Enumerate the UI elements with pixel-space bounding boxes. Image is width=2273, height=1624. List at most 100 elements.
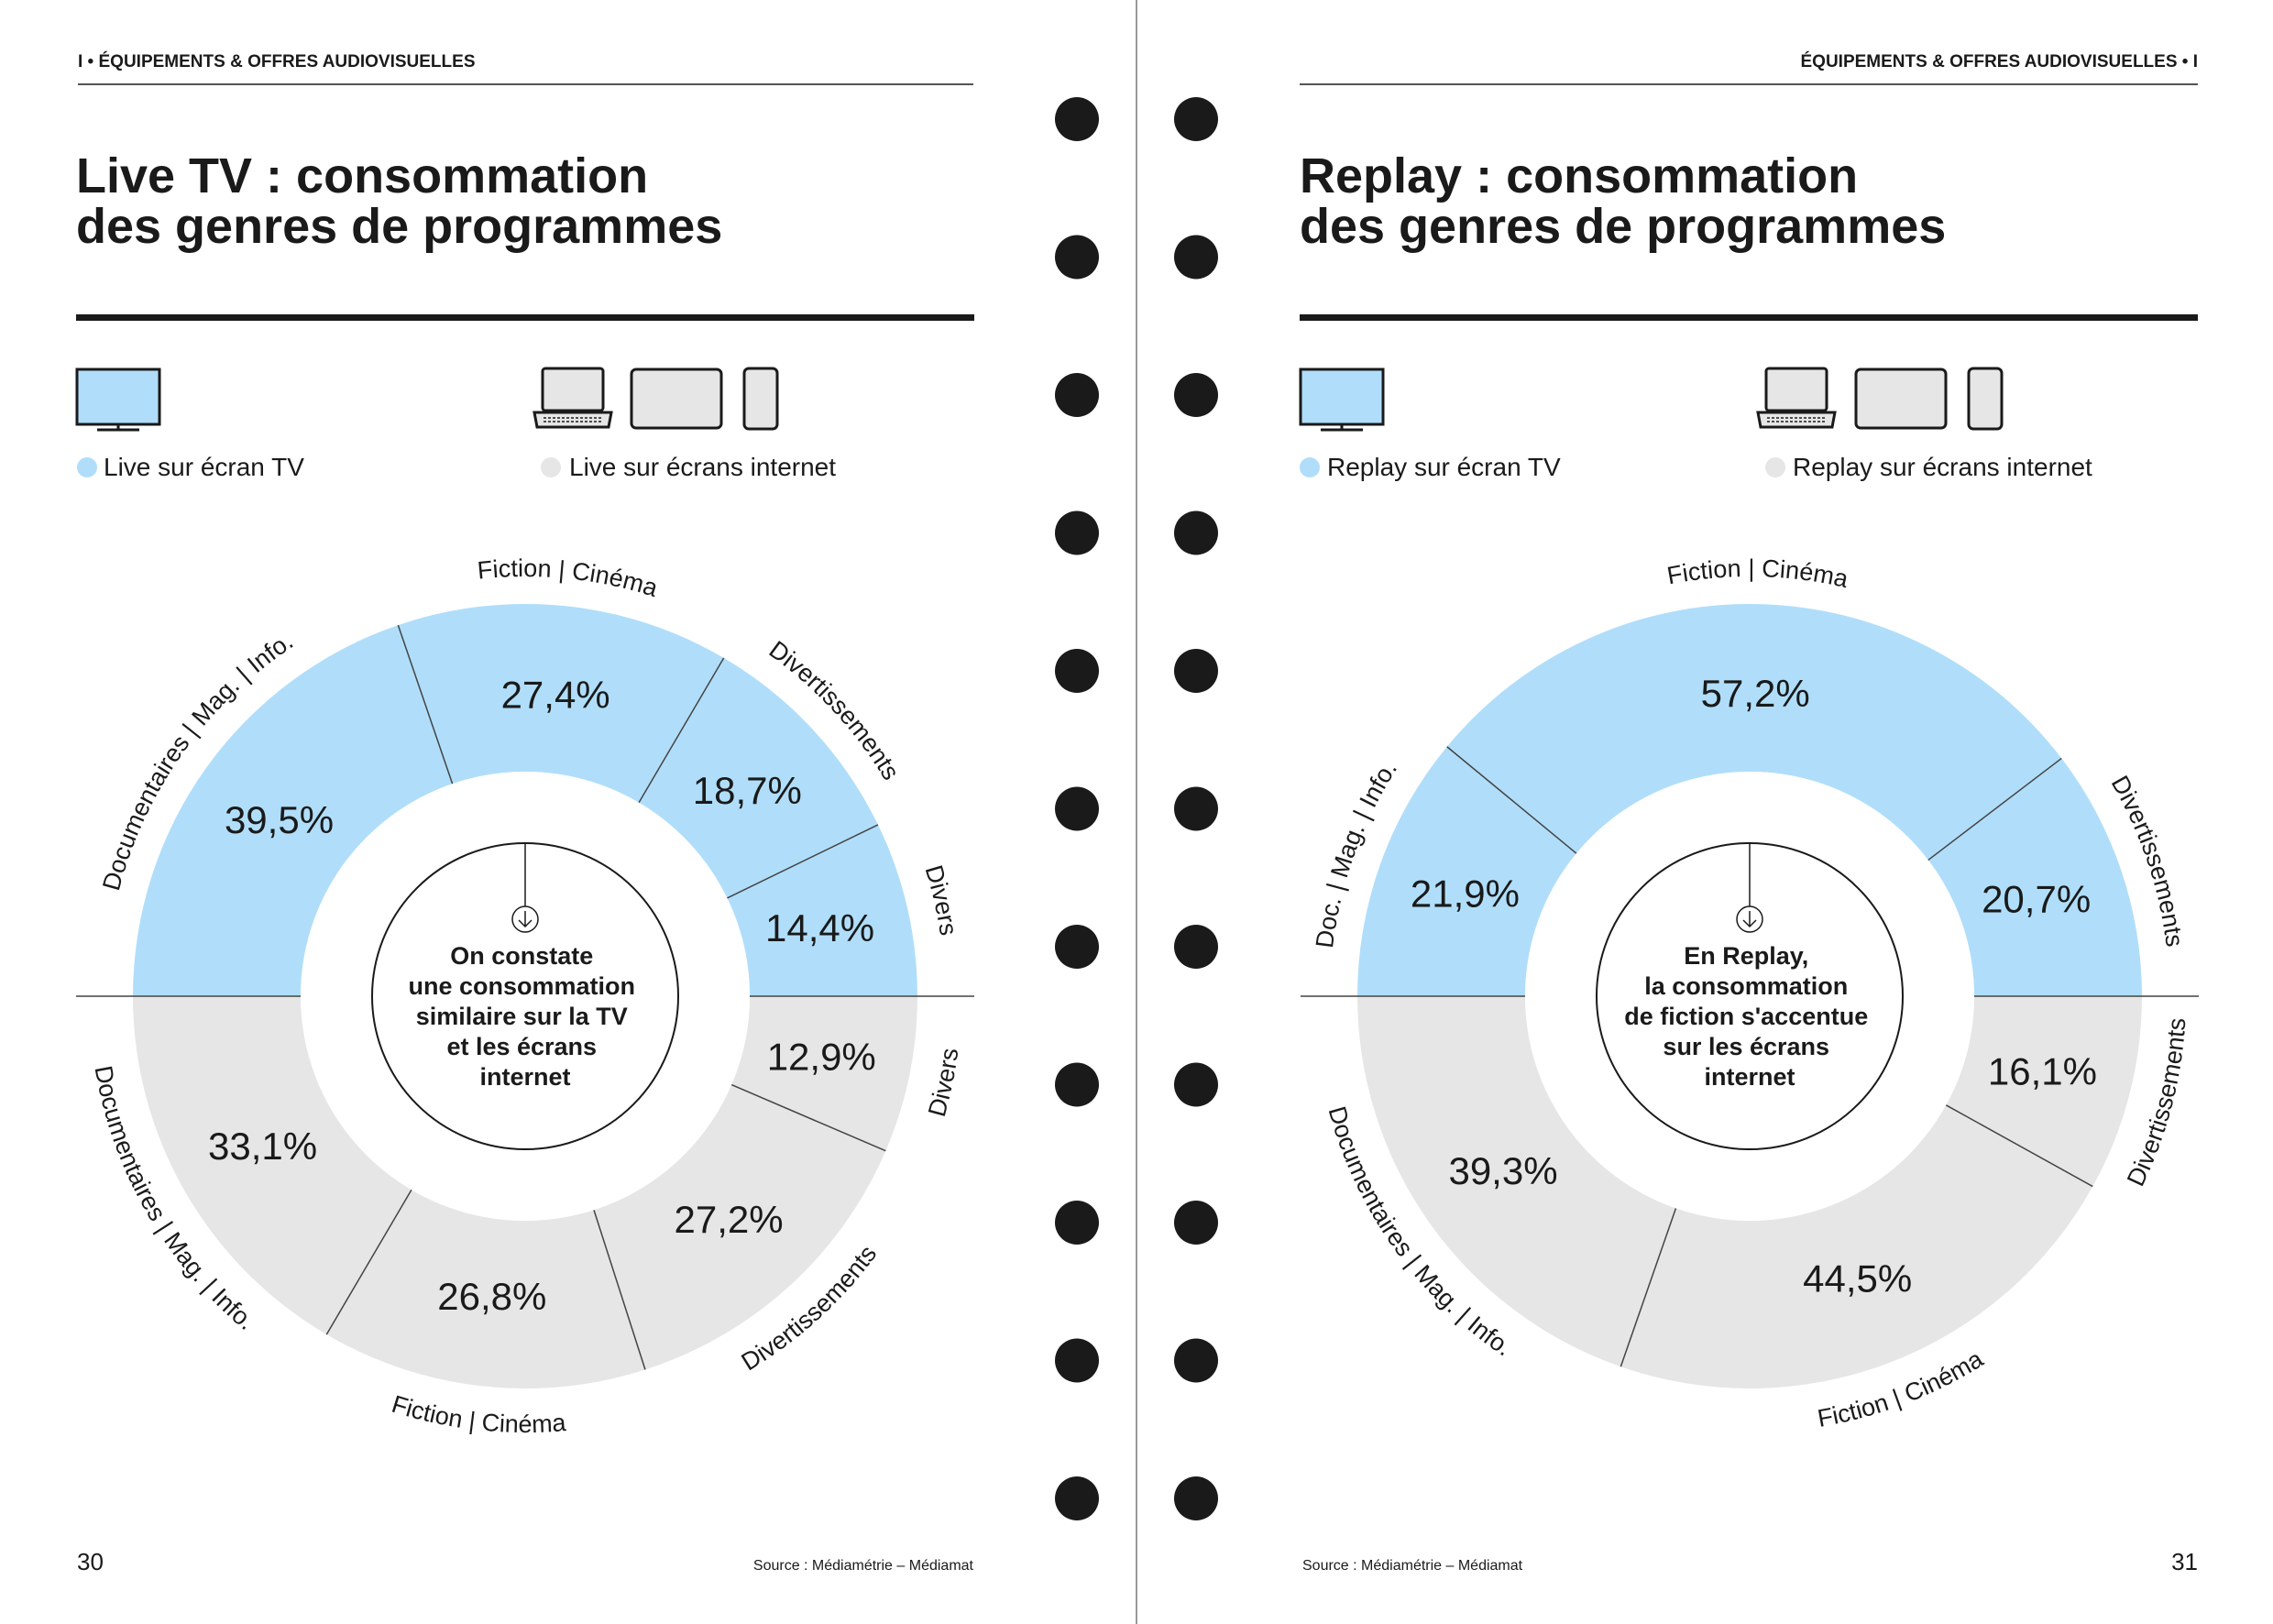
binding-hole [1055, 235, 1099, 280]
tv-category-label: Fiction | Cinéma [1665, 554, 1852, 593]
internet-value-label: 16,1% [1988, 1050, 2097, 1093]
binding-hole [1055, 925, 1099, 969]
tv-segment [1446, 603, 2062, 861]
right-page-number: 31 [2171, 1548, 2198, 1575]
legend-tv-label: Replay sur écran TV [1327, 453, 1561, 481]
tv-segment [398, 604, 724, 803]
right-note-line: de fiction s'accentue [1624, 1003, 1868, 1030]
left-note-line: On constate [450, 942, 593, 970]
smartphone-icon [742, 367, 779, 431]
binding-hole [1174, 510, 1218, 555]
tv-segment [639, 657, 878, 898]
internet-value-label: 26,8% [437, 1275, 546, 1318]
internet-category-label: Divers [923, 1047, 963, 1120]
binding-hole [1055, 1201, 1099, 1245]
right-note-line: En Replay, [1684, 942, 1808, 970]
right-header: ÉQUIPEMENTS & OFFRES AUDIOVISUELLES • I [1801, 51, 2199, 71]
left-title-rule [76, 314, 974, 321]
tablet-icon [630, 368, 723, 430]
binding-hole [1174, 1338, 1218, 1383]
internet-value-label: 39,3% [1448, 1149, 1557, 1192]
tablet-icon [1854, 368, 1948, 430]
segment-divider [730, 1083, 886, 1152]
replay-donut-chart: 21,9%Doc. | Mag. | Info.57,2%Fiction | C… [1301, 554, 2199, 1432]
segment-divider [325, 1189, 412, 1335]
internet-segment [731, 996, 917, 1151]
tv-value-label: 14,4% [765, 906, 874, 949]
tv-category-label: Fiction | Cinéma [476, 554, 662, 602]
legend-internet-dot [1765, 457, 1785, 477]
binding-hole [1055, 1476, 1099, 1520]
tv-value-label: 21,9% [1411, 872, 1520, 915]
tv-value-label: 27,4% [501, 674, 610, 717]
binding-hole [1055, 649, 1099, 693]
tv-value-label: 20,7% [1982, 877, 2091, 920]
right-title-rule [1300, 314, 2198, 321]
right-note-line: internet [1704, 1063, 1795, 1091]
tv-value-label: 18,7% [693, 769, 802, 812]
left-header: I • ÉQUIPEMENTS & OFFRES AUDIOVISUELLES [78, 51, 476, 71]
left-note-line: internet [479, 1063, 570, 1091]
binding-hole [1174, 373, 1218, 417]
segment-divider [397, 624, 454, 785]
segment-divider [1945, 1104, 2093, 1188]
binding-hole [1055, 510, 1099, 555]
right-center-note: En Replay, la consommation de fiction s'… [1596, 842, 1904, 1150]
segment-divider [1446, 746, 1577, 854]
svg-text:On constate une consom: On constate une consommation similaire s… [408, 942, 642, 1091]
binding-hole [1174, 1476, 1218, 1520]
smartphone-icon [1967, 367, 2004, 431]
segment-divider [638, 657, 725, 804]
right-title-line-1: Replay : consommation [1300, 148, 1858, 203]
binding-hole [1055, 1062, 1099, 1107]
legend-internet-dot [541, 457, 561, 477]
internet-segment [1946, 996, 2142, 1187]
legend-tv-label: Live sur écran TV [104, 453, 304, 481]
binding-hole [1174, 1201, 1218, 1245]
right-source: Source : Médiamétrie – Médiamat [1302, 1558, 1523, 1574]
binding-hole [1174, 235, 1218, 280]
binding-holes [1055, 97, 1218, 1520]
right-page: ÉQUIPEMENTS & OFFRES AUDIOVISUELLES • I … [1299, 51, 2199, 1575]
arrow-down-circle-icon [511, 905, 539, 933]
left-note-line: similaire sur la TV [416, 1003, 628, 1030]
binding-hole [1174, 1062, 1218, 1107]
internet-value-label: 44,5% [1803, 1256, 1912, 1300]
binding-hole [1055, 1338, 1099, 1383]
tv-segment [1927, 758, 2142, 996]
internet-segment [133, 996, 412, 1335]
internet-value-label: 27,2% [675, 1198, 784, 1241]
binding-hole [1174, 649, 1218, 693]
segment-divider [593, 1210, 646, 1370]
arrow-down-circle-icon [1736, 905, 1763, 933]
internet-segment [326, 1190, 645, 1388]
internet-value-label: 12,9% [767, 1035, 876, 1078]
segment-divider [1927, 757, 2062, 861]
internet-segment [1357, 996, 1676, 1367]
right-title-line-2: des genres de programmes [1300, 199, 1946, 254]
laptop-icon [1756, 367, 1837, 429]
binding-hole [1174, 97, 1218, 141]
internet-segment [1620, 1104, 2093, 1389]
internet-segment [593, 1084, 886, 1370]
binding-hole [1174, 786, 1218, 831]
tv-value-label: 57,2% [1701, 672, 1810, 715]
segment-divider [727, 824, 879, 899]
binding-hole [1174, 925, 1218, 969]
left-note-line: une consommation [408, 972, 635, 1000]
svg-text:En Replay, la consomma: En Replay, la consommation de fiction s'… [1624, 942, 1875, 1091]
legend-tv-dot [1300, 457, 1320, 477]
left-source: Source : Médiamétrie – Médiamat [753, 1558, 974, 1574]
binding-hole [1055, 97, 1099, 141]
right-note-line: sur les écrans [1663, 1033, 1829, 1060]
tv-screen-icon [75, 368, 161, 432]
segment-divider [1620, 1208, 1677, 1367]
tv-segment [133, 625, 453, 996]
tv-screen-icon [1299, 368, 1385, 432]
laptop-icon [533, 367, 613, 429]
binding-hole [1055, 373, 1099, 417]
legend-internet-label: Live sur écrans internet [569, 453, 836, 481]
legend-internet-label: Replay sur écrans internet [1793, 453, 2092, 481]
tv-value-label: 39,5% [225, 798, 334, 841]
